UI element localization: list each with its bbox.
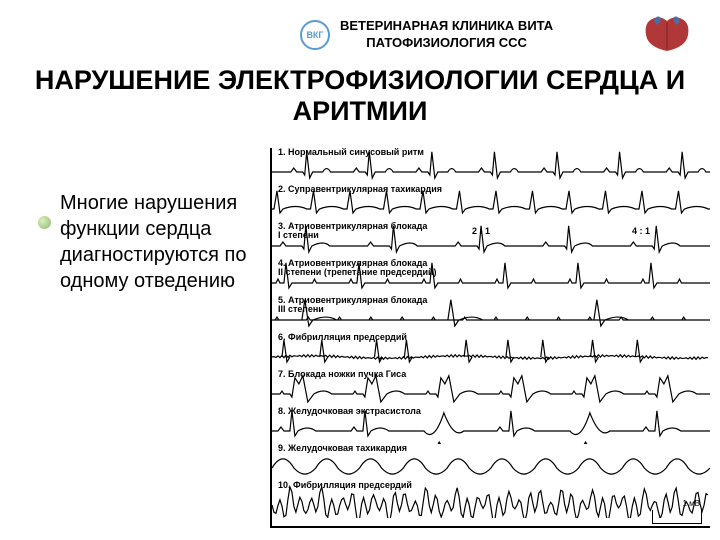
ecg-row-label: 2. Суправентрикулярная тахикардия bbox=[278, 185, 442, 194]
ecg-row-label: 9. Желудочковая тахикардия bbox=[278, 444, 407, 453]
logo-text: ВКГ bbox=[306, 30, 323, 40]
ecg-row-label: 8. Желудочковая экстрасистола bbox=[278, 407, 421, 416]
header-line2: ПАТОФИЗИОЛОГИЯ ССС bbox=[366, 35, 527, 50]
bullet-icon bbox=[38, 216, 51, 229]
ecg-row: 4. Атриовентрикулярная блокада II степен… bbox=[272, 259, 710, 296]
slide-title: НАРУШЕНИЕ ЭЛЕКТРОФИЗИОЛОГИИ СЕРДЦА И АРИ… bbox=[0, 65, 720, 127]
ecg-panel: 1. Нормальный синусовый ритм 2. Суправент… bbox=[270, 148, 710, 528]
header: ВКГ ВЕТЕРИНАРНАЯ КЛИНИКА ВИТА ПАТОФИЗИОЛ… bbox=[0, 8, 720, 58]
ecg-row-label: 5. Атриовентрикулярная блокада III степе… bbox=[278, 296, 427, 315]
ecg-row: 2. Суправентрикулярная тахикардия bbox=[272, 185, 710, 222]
header-text: ВЕТЕРИНАРНАЯ КЛИНИКА ВИТА ПАТОФИЗИОЛОГИЯ… bbox=[340, 18, 553, 52]
scale-bar-icon bbox=[652, 510, 702, 524]
heart-anatomy-icon bbox=[640, 13, 695, 53]
ecg-row: 1. Нормальный синусовый ритм bbox=[272, 148, 710, 185]
ecg-row-label: 1. Нормальный синусовый ритм bbox=[278, 148, 424, 157]
ecg-row-label: 6. Фибрилляция предсердий bbox=[278, 333, 407, 342]
ecg-row-label: 7. Блокада ножки пучка Гиса bbox=[278, 370, 406, 379]
body-text: Многие нарушения функции сердца диагност… bbox=[60, 190, 270, 294]
clinic-logo-icon: ВКГ bbox=[300, 20, 330, 50]
ecg-row-label: 3. Атриовентрикулярная блокада I степени bbox=[278, 222, 427, 241]
ecg-row-label: 4. Атриовентрикулярная блокада II степен… bbox=[278, 259, 437, 278]
ecg-annotation: 2 : 1 bbox=[472, 226, 490, 236]
ecg-row: 6. Фибрилляция предсердий bbox=[272, 333, 710, 370]
ecg-row: 8. Желудочковая экстрасистола bbox=[272, 407, 710, 444]
scale-label: 1 мВ bbox=[682, 499, 700, 508]
ecg-row: 9. Желудочковая тахикардия bbox=[272, 444, 710, 481]
header-line1: ВЕТЕРИНАРНАЯ КЛИНИКА ВИТА bbox=[340, 18, 553, 33]
ecg-row-label: 10. Фибрилляция предсердий bbox=[278, 481, 412, 490]
ecg-row: 5. Атриовентрикулярная блокада III степе… bbox=[272, 296, 710, 333]
ecg-row: 3. Атриовентрикулярная блокада I степени… bbox=[272, 222, 710, 259]
ecg-row: 10. Фибрилляция предсердий bbox=[272, 481, 710, 518]
ecg-annotation: 4 : 1 bbox=[632, 226, 650, 236]
ecg-row: 7. Блокада ножки пучка Гиса bbox=[272, 370, 710, 407]
